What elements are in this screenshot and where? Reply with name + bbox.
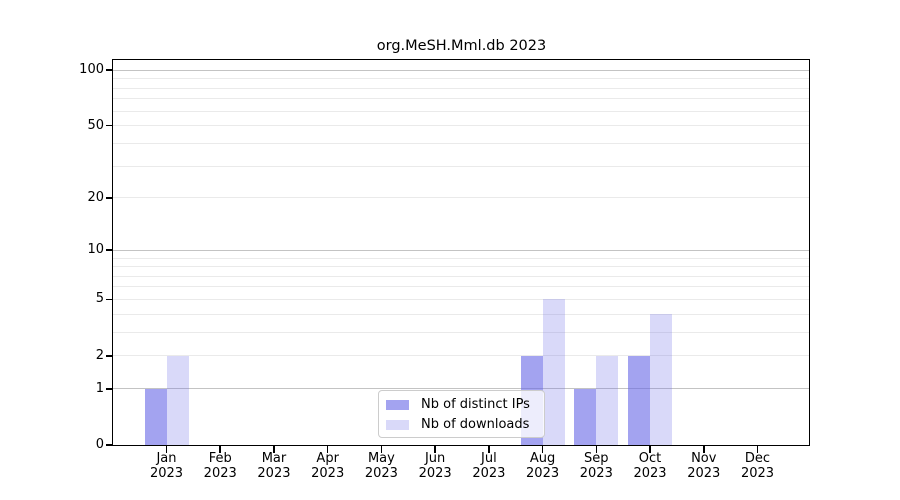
y-gridline	[113, 142, 810, 144]
x-tick-label: Jun 2023	[403, 451, 467, 481]
y-gridline	[113, 125, 810, 127]
y-gridline	[113, 266, 810, 268]
legend-row-downloads: Nb of downloads	[386, 417, 536, 433]
x-tick-mark	[756, 446, 759, 453]
legend-label-distinct-ips: Nb of distinct IPs	[421, 397, 530, 412]
y-tick-label: 0	[95, 437, 104, 452]
x-tick-mark	[595, 446, 598, 453]
y-tick-label: 50	[87, 117, 104, 133]
x-tick-mark	[326, 446, 329, 453]
bar-downloads-sep	[596, 355, 619, 445]
y-gridline	[113, 110, 810, 112]
bar-downloads-aug	[542, 299, 565, 445]
x-tick-label-year: 2023	[472, 466, 506, 481]
x-tick-label-month: Jul	[481, 451, 497, 466]
y-tick-mark	[106, 444, 113, 446]
x-tick-label-year: 2023	[203, 466, 237, 481]
chart-legend: Nb of distinct IPs Nb of downloads	[378, 390, 545, 438]
x-tick-label-month: Sep	[584, 451, 609, 466]
bar-distinct-ips-oct	[628, 355, 651, 445]
x-tick-label-month: Mar	[261, 451, 287, 466]
chart-title: org.MeSH.Mml.db 2023	[376, 38, 547, 54]
y-gridline	[113, 298, 810, 300]
x-tick-mark	[541, 446, 544, 453]
legend-row-distinct-ips: Nb of distinct IPs	[386, 397, 536, 413]
x-tick-mark	[702, 446, 705, 453]
y-gridline	[113, 69, 810, 71]
x-tick-mark	[434, 446, 436, 453]
x-tick-mark	[165, 446, 168, 453]
y-gridline	[113, 388, 810, 390]
y-gridline	[113, 275, 810, 277]
x-tick-label-month: May	[367, 451, 395, 466]
y-gridline	[113, 249, 810, 251]
x-tick-label-year: 2023	[257, 466, 291, 481]
bar-distinct-ips-sep	[574, 388, 597, 445]
x-tick-label: Feb 2023	[188, 451, 252, 481]
y-tick-label: 20	[87, 189, 104, 205]
y-gridline	[113, 165, 810, 167]
y-gridline	[113, 331, 810, 333]
x-tick-label-month: Oct	[638, 451, 662, 466]
y-gridline	[113, 257, 810, 259]
bar-downloads-jan	[166, 355, 189, 445]
x-tick-mark	[219, 446, 222, 453]
x-tick-label: Jan 2023	[135, 451, 199, 481]
y-tick-label: 5	[95, 291, 104, 307]
x-tick-label: Jul 2023	[457, 451, 521, 481]
y-tick-label: 100	[79, 62, 104, 78]
bar-downloads-oct	[650, 314, 673, 445]
y-tick-mark	[106, 387, 113, 390]
y-tick-mark	[106, 354, 113, 357]
x-tick-label-month: Feb	[208, 451, 232, 466]
y-gridline	[113, 313, 810, 315]
bar-distinct-ips-jan	[144, 388, 167, 445]
x-tick-label-month: Jun	[424, 451, 446, 466]
x-tick-label-month: Apr	[316, 451, 339, 466]
y-gridline	[113, 87, 810, 89]
x-tick-label-month: Nov	[691, 451, 717, 466]
x-tick-label-year: 2023	[740, 466, 775, 481]
x-tick-label-month: Jan	[156, 451, 177, 466]
y-tick-label: 2	[95, 347, 104, 363]
x-tick-label-year: 2023	[311, 466, 345, 481]
x-tick-label: Apr 2023	[296, 451, 360, 481]
x-tick-label: Oct 2023	[618, 451, 682, 481]
x-tick-label-year: 2023	[364, 466, 398, 481]
x-tick-label: Dec 2023	[725, 451, 789, 481]
legend-swatch-downloads	[386, 420, 409, 430]
y-gridline	[113, 286, 810, 288]
x-tick-label-year: 2023	[149, 466, 184, 481]
y-tick-mark	[106, 124, 113, 127]
y-tick-label: 10	[87, 242, 104, 258]
y-tick-mark	[106, 298, 113, 301]
x-tick-label: Aug 2023	[511, 451, 575, 481]
y-gridline	[113, 78, 810, 80]
y-tick-label: 1	[95, 380, 104, 396]
legend-label-downloads: Nb of downloads	[421, 417, 530, 432]
x-tick-mark	[273, 446, 275, 453]
x-tick-mark	[649, 446, 651, 453]
y-gridline	[113, 98, 810, 100]
y-tick-mark	[106, 196, 113, 199]
x-tick-label: Mar 2023	[242, 451, 306, 481]
x-tick-label-month: Dec	[744, 451, 771, 466]
x-tick-label-year: 2023	[526, 466, 560, 481]
x-tick-label-year: 2023	[579, 466, 613, 481]
x-tick-label-month: Aug	[529, 451, 556, 466]
x-tick-label: Nov 2023	[672, 451, 736, 481]
x-tick-mark	[380, 446, 383, 453]
y-tick-mark	[106, 69, 113, 71]
legend-swatch-distinct-ips	[386, 400, 409, 410]
x-tick-label: Sep 2023	[564, 451, 628, 481]
x-tick-label-year: 2023	[418, 466, 452, 481]
y-gridline	[113, 355, 810, 357]
x-tick-mark	[488, 446, 490, 453]
x-tick-label-year: 2023	[633, 466, 667, 481]
x-tick-label: May 2023	[349, 451, 413, 481]
y-tick-mark	[106, 249, 113, 252]
y-gridline	[113, 197, 810, 199]
x-tick-label-year: 2023	[687, 466, 721, 481]
